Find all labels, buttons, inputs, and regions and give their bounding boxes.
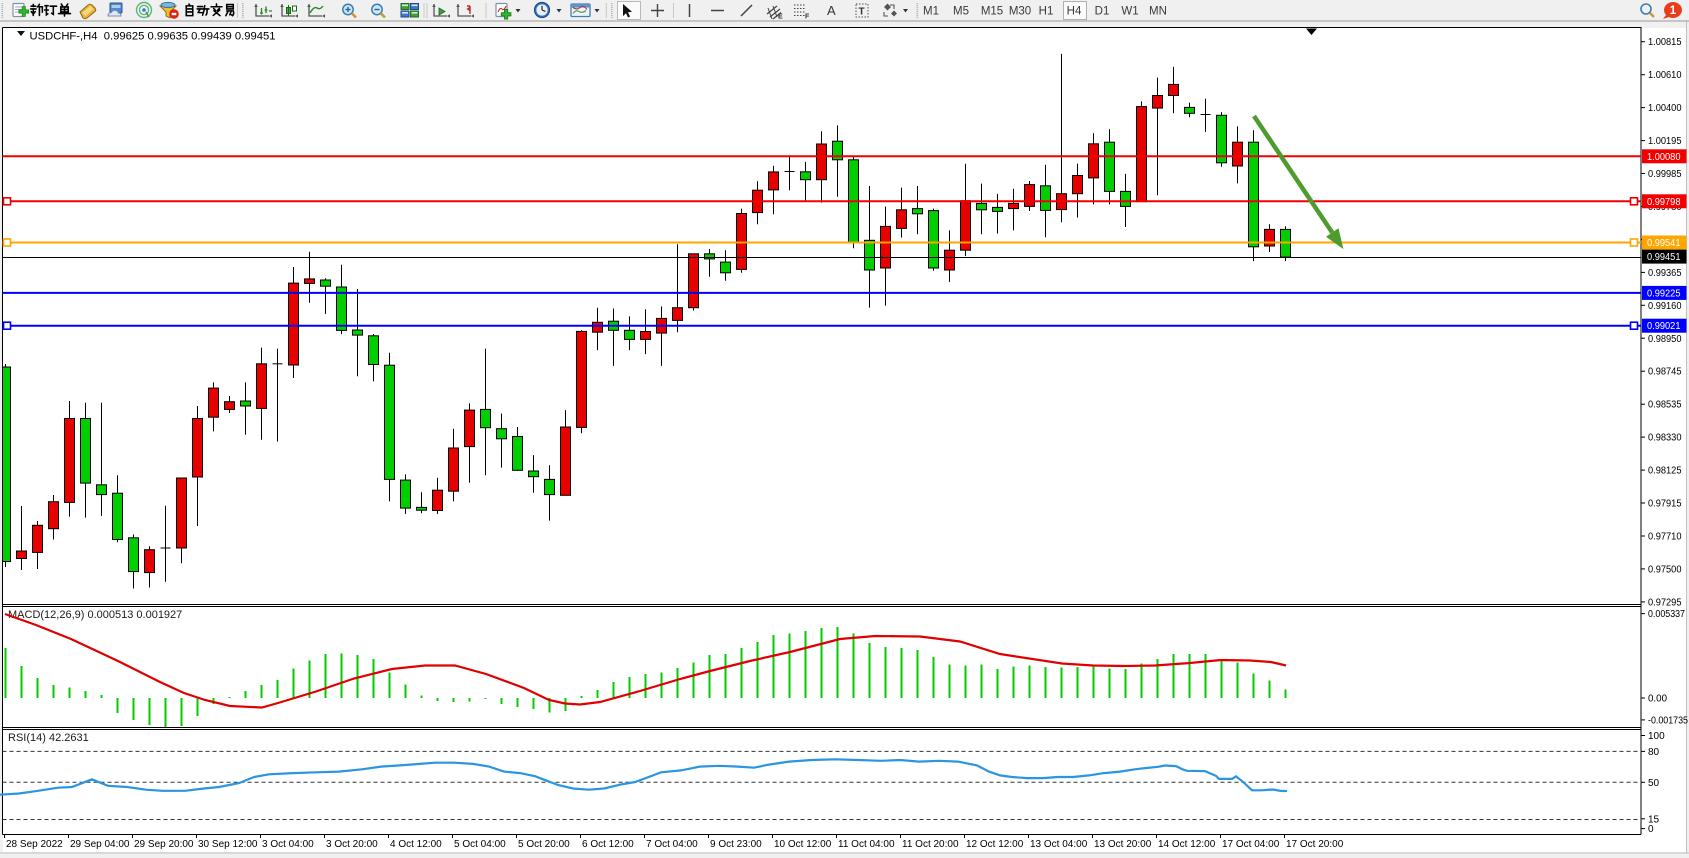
svg-text:0.98125: 0.98125 [1648, 466, 1682, 477]
svg-text:0.99160: 0.99160 [1648, 301, 1682, 312]
svg-text:80: 80 [1648, 747, 1660, 758]
svg-text:M30: M30 [1009, 6, 1031, 18]
svg-text:12 Oct 12:00: 12 Oct 12:00 [966, 839, 1024, 850]
svg-text:0.97915: 0.97915 [1648, 499, 1682, 510]
svg-text:D1: D1 [1095, 6, 1110, 18]
svg-text:0.97500: 0.97500 [1648, 564, 1682, 575]
svg-text:0.98535: 0.98535 [1648, 400, 1682, 411]
svg-text:0.99541: 0.99541 [1647, 238, 1681, 249]
svg-text:29 Sep 20:00: 29 Sep 20:00 [134, 839, 194, 850]
svg-text:0.99365: 0.99365 [1648, 268, 1682, 279]
svg-text:1.00080: 1.00080 [1647, 152, 1681, 163]
svg-text:11 Oct 20:00: 11 Oct 20:00 [902, 839, 959, 850]
svg-text:100: 100 [1648, 731, 1665, 742]
svg-text:1.00195: 1.00195 [1648, 136, 1682, 147]
svg-text:13 Oct 20:00: 13 Oct 20:00 [1094, 839, 1152, 850]
svg-text:W1: W1 [1121, 6, 1138, 18]
svg-text:28 Sep 2022: 28 Sep 2022 [6, 839, 63, 850]
svg-text:MN: MN [1149, 6, 1167, 18]
svg-text:1.00610: 1.00610 [1648, 70, 1682, 81]
svg-text:0.005337: 0.005337 [1648, 609, 1685, 620]
svg-text:0.00: 0.00 [1648, 694, 1667, 705]
svg-text:29 Sep 04:00: 29 Sep 04:00 [70, 839, 130, 850]
svg-text:MACD(12,26,9) 0.000513 0.00192: MACD(12,26,9) 0.000513 0.001927 [8, 609, 182, 621]
svg-text:5 Oct 20:00: 5 Oct 20:00 [518, 839, 570, 850]
svg-text:1.00815: 1.00815 [1648, 37, 1682, 48]
svg-text:15: 15 [1648, 814, 1660, 825]
svg-text:4 Oct 12:00: 4 Oct 12:00 [390, 839, 442, 850]
svg-text:6 Oct 12:00: 6 Oct 12:00 [582, 839, 634, 850]
svg-text:M1: M1 [923, 6, 939, 18]
svg-text:0.98330: 0.98330 [1648, 433, 1682, 444]
svg-text:14 Oct 12:00: 14 Oct 12:00 [1158, 839, 1216, 850]
svg-text:50: 50 [1648, 778, 1660, 789]
svg-text:0.98745: 0.98745 [1648, 367, 1682, 378]
svg-text:H4: H4 [1067, 6, 1082, 18]
svg-text:9 Oct 23:00: 9 Oct 23:00 [710, 839, 762, 850]
svg-text:10 Oct 12:00: 10 Oct 12:00 [774, 839, 832, 850]
svg-text:A: A [827, 3, 836, 18]
svg-text:0.99225: 0.99225 [1647, 288, 1681, 299]
svg-text:RSI(14) 42.2631: RSI(14) 42.2631 [8, 732, 89, 744]
svg-text:-0.001735: -0.001735 [1648, 715, 1688, 726]
svg-text:USDCHF-,H4 0.99625 0.99635 0.: USDCHF-,H4 0.99625 0.99635 0.99439 0.994… [30, 31, 276, 43]
svg-text:3 Oct 20:00: 3 Oct 20:00 [326, 839, 378, 850]
svg-text:M5: M5 [953, 6, 969, 18]
svg-text:0.99798: 0.99798 [1647, 197, 1681, 208]
svg-text:0.98950: 0.98950 [1648, 334, 1682, 345]
svg-text:E: E [778, 14, 783, 21]
svg-text:3 Oct 04:00: 3 Oct 04:00 [262, 839, 314, 850]
svg-text:1: 1 [1670, 5, 1677, 17]
svg-text:1.00400: 1.00400 [1648, 103, 1682, 114]
svg-text:0.99985: 0.99985 [1648, 169, 1682, 180]
svg-text:0.97295: 0.97295 [1648, 597, 1682, 608]
svg-text:M15: M15 [981, 6, 1003, 18]
svg-text:17 Oct 20:00: 17 Oct 20:00 [1286, 839, 1344, 850]
svg-text:0.99021: 0.99021 [1647, 321, 1681, 332]
svg-text:11 Oct 04:00: 11 Oct 04:00 [838, 839, 895, 850]
svg-text:0: 0 [1648, 824, 1654, 835]
svg-text:0.97710: 0.97710 [1648, 532, 1682, 543]
svg-text:0.99451: 0.99451 [1647, 252, 1681, 263]
svg-text:30 Sep 12:00: 30 Sep 12:00 [198, 839, 258, 850]
svg-text:T: T [859, 7, 865, 18]
svg-text:F: F [805, 14, 810, 21]
svg-text:5 Oct 04:00: 5 Oct 04:00 [454, 839, 506, 850]
svg-text:17 Oct 04:00: 17 Oct 04:00 [1222, 839, 1280, 850]
svg-text:H1: H1 [1039, 6, 1054, 18]
svg-text:13 Oct 04:00: 13 Oct 04:00 [1030, 839, 1088, 850]
svg-text:7 Oct 04:00: 7 Oct 04:00 [646, 839, 698, 850]
